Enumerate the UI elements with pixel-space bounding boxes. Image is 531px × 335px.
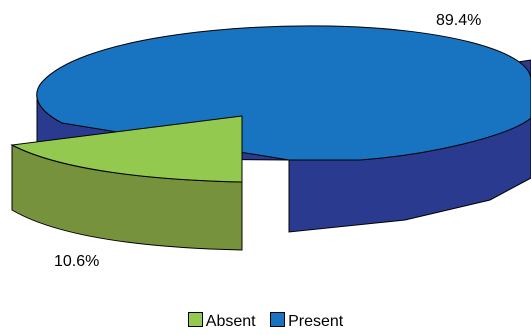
legend-item-present: Present <box>270 312 343 331</box>
legend-swatch-absent <box>187 312 203 327</box>
legend: Absent Present <box>0 312 531 331</box>
legend-swatch-present <box>270 312 286 327</box>
slice-absent-top <box>10 115 243 183</box>
label-absent-pct: 10.6% <box>54 253 100 270</box>
legend-label-present: Present <box>288 313 344 330</box>
label-present-pct: 89.4% <box>436 12 482 29</box>
absent-top-face <box>10 115 243 183</box>
legend-label-absent: Absent <box>205 313 256 330</box>
legend-item-absent: Absent <box>187 312 256 331</box>
